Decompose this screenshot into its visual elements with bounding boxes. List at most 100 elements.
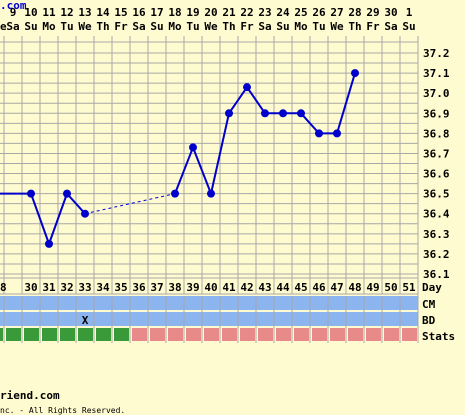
row-label-cm: CM [422, 298, 436, 311]
weekday-label: Su [150, 20, 163, 33]
weekday-label: We [78, 20, 92, 33]
y-tick-label: 36.4 [423, 208, 450, 221]
weekday-label: Tu [312, 20, 325, 33]
cycle-day-label: 50 [384, 281, 397, 294]
date-label: 26 [312, 6, 326, 19]
date-label: 12 [60, 6, 73, 19]
series-line [300, 112, 320, 135]
cycle-day-label: 42 [240, 281, 253, 294]
cycle-day-label: 43 [258, 281, 271, 294]
data-point [261, 109, 269, 118]
stats-cell [204, 328, 219, 341]
y-tick-label: 37.1 [423, 67, 450, 80]
stats-cell [42, 328, 57, 341]
row-label-bd: BD [422, 314, 436, 327]
data-point [81, 209, 89, 218]
stats-cell [0, 328, 3, 341]
cycle-day-label: 31 [42, 281, 56, 294]
series-line [210, 113, 230, 194]
weekday-label: Th [348, 20, 361, 33]
stats-cell [384, 328, 399, 341]
series-line [246, 86, 266, 114]
cycle-day-label: 39 [186, 281, 199, 294]
y-tick-label: 37.0 [423, 87, 450, 100]
cycle-day-label: 34 [96, 281, 110, 294]
series-line [48, 193, 68, 245]
cycle-day-label: 40 [204, 281, 217, 294]
data-point [63, 189, 71, 198]
stats-cell [114, 328, 129, 341]
cycle-day-label: 44 [276, 281, 290, 294]
stats-cell [186, 328, 201, 341]
cycle-day-label: 49 [366, 281, 379, 294]
y-tick-label: 36.5 [423, 188, 450, 201]
cycle-day-label: 32 [60, 281, 73, 294]
date-label: 29 [366, 6, 379, 19]
cycle-day-label: 33 [78, 281, 91, 294]
bd-row [0, 312, 418, 326]
row-label-day: Day [422, 281, 442, 294]
series-line [228, 86, 248, 114]
series-line [66, 192, 86, 215]
stats-cell [222, 328, 237, 341]
stats-cell [258, 328, 273, 341]
weekday-label: Tu [186, 20, 199, 33]
data-point [243, 83, 251, 92]
stats-cell [294, 328, 309, 341]
stats-cell [60, 328, 75, 341]
data-point [225, 109, 233, 118]
data-point [207, 189, 215, 198]
date-label: 9 [10, 6, 17, 19]
date-label: 27 [330, 6, 343, 19]
date-label: 20 [204, 6, 217, 19]
cycle-day-label: 47 [330, 281, 343, 294]
weekday-label: Su [24, 20, 37, 33]
y-tick-label: 37.2 [423, 47, 450, 60]
y-tick-label: 36.9 [423, 107, 450, 120]
data-point [315, 129, 323, 138]
weekday-label: Sa [384, 20, 397, 33]
y-tick-label: 36.2 [423, 248, 450, 261]
cm-row [0, 296, 418, 310]
stats-cell [6, 328, 21, 341]
y-tick-label: 36.6 [423, 168, 450, 181]
data-point [279, 109, 287, 118]
cycle-day-label: 46 [312, 281, 326, 294]
footer-copyright: nc. - All Rights Reserved. [0, 406, 126, 415]
date-label: 14 [96, 6, 110, 19]
data-point [171, 189, 179, 198]
weekday-label: Mo [42, 20, 56, 33]
series-line [336, 72, 356, 134]
cycle-day-label: 51 [402, 281, 416, 294]
cycle-day-label: 48 [348, 281, 361, 294]
data-point [297, 109, 305, 118]
stats-cell [168, 328, 183, 341]
cycle-day-label: 35 [114, 281, 127, 294]
cycle-day-label: 30 [24, 281, 37, 294]
stats-cell [276, 328, 291, 341]
y-tick-label: 36.8 [423, 127, 450, 140]
data-point [333, 129, 341, 138]
stats-cell [240, 328, 255, 341]
stats-cell [24, 328, 39, 341]
stats-cell [150, 328, 165, 341]
weekday-label: Su [276, 20, 289, 33]
stats-cell [312, 328, 327, 341]
cycle-day-label: 8 [0, 281, 7, 294]
weekday-label: Mo [168, 20, 182, 33]
date-label: 25 [294, 6, 307, 19]
cycle-day-label: 41 [222, 281, 236, 294]
stats-cell [366, 328, 381, 341]
date-label: 23 [258, 6, 271, 19]
date-label: 24 [276, 6, 290, 19]
weekday-label: Sa [6, 20, 19, 33]
weekday-label: We [330, 20, 344, 33]
weekday-label: Sa [132, 20, 145, 33]
site-name-fragment: .com [0, 0, 27, 12]
date-label: 10 [24, 6, 37, 19]
stats-cell [132, 328, 147, 341]
cycle-day-label: 45 [294, 281, 307, 294]
weekday-label: e [0, 20, 7, 33]
series-line [174, 147, 194, 194]
stats-cell [96, 328, 111, 341]
